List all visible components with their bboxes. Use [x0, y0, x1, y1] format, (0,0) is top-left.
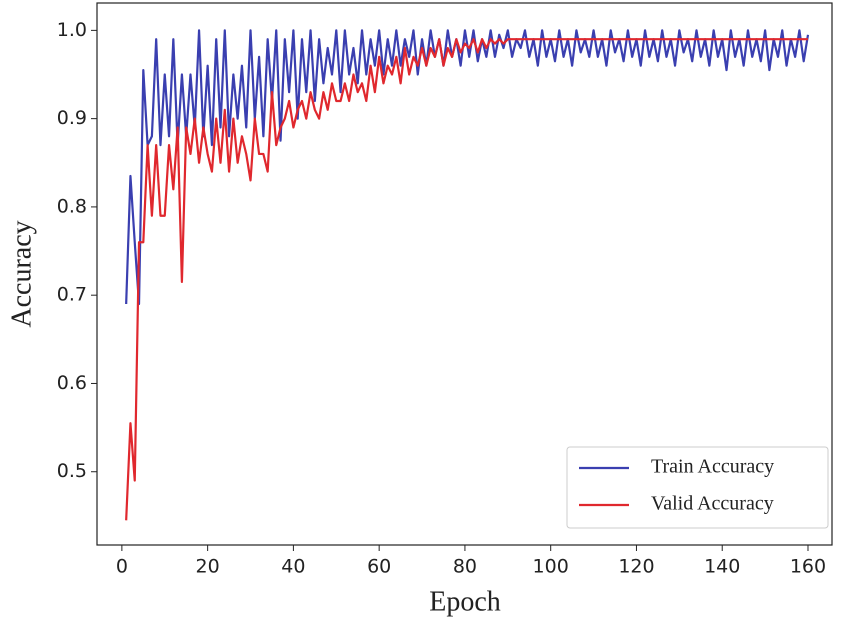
y-axis-label: Accuracy [6, 220, 37, 327]
y-tick-label: 0.6 [57, 372, 87, 394]
legend-box [566, 446, 829, 529]
x-axis-label: Epoch [429, 586, 501, 617]
x-tick-label: 100 [533, 556, 569, 578]
x-tick-label: 80 [453, 556, 477, 578]
y-tick-label: 0.5 [57, 460, 87, 482]
legend-label: Valid Accuracy [651, 493, 774, 515]
y-tick-label: 0.8 [57, 195, 87, 217]
x-tick-label: 40 [281, 556, 305, 578]
x-tick-label: 20 [196, 556, 220, 578]
line-series [125, 38, 808, 521]
x-tick-label: 160 [790, 556, 826, 578]
legend-label: Train Accuracy [651, 456, 774, 478]
plot-frame [96, 2, 833, 546]
line-series [125, 29, 810, 306]
x-tick-label: 140 [704, 556, 740, 578]
x-tick-label: 60 [367, 556, 391, 578]
x-tick-label: 0 [116, 556, 128, 578]
x-tick-label: 120 [618, 556, 654, 578]
y-tick-label: 0.7 [57, 284, 87, 306]
y-tick-label: 0.9 [57, 107, 87, 129]
y-tick-label: 1.0 [57, 19, 87, 41]
